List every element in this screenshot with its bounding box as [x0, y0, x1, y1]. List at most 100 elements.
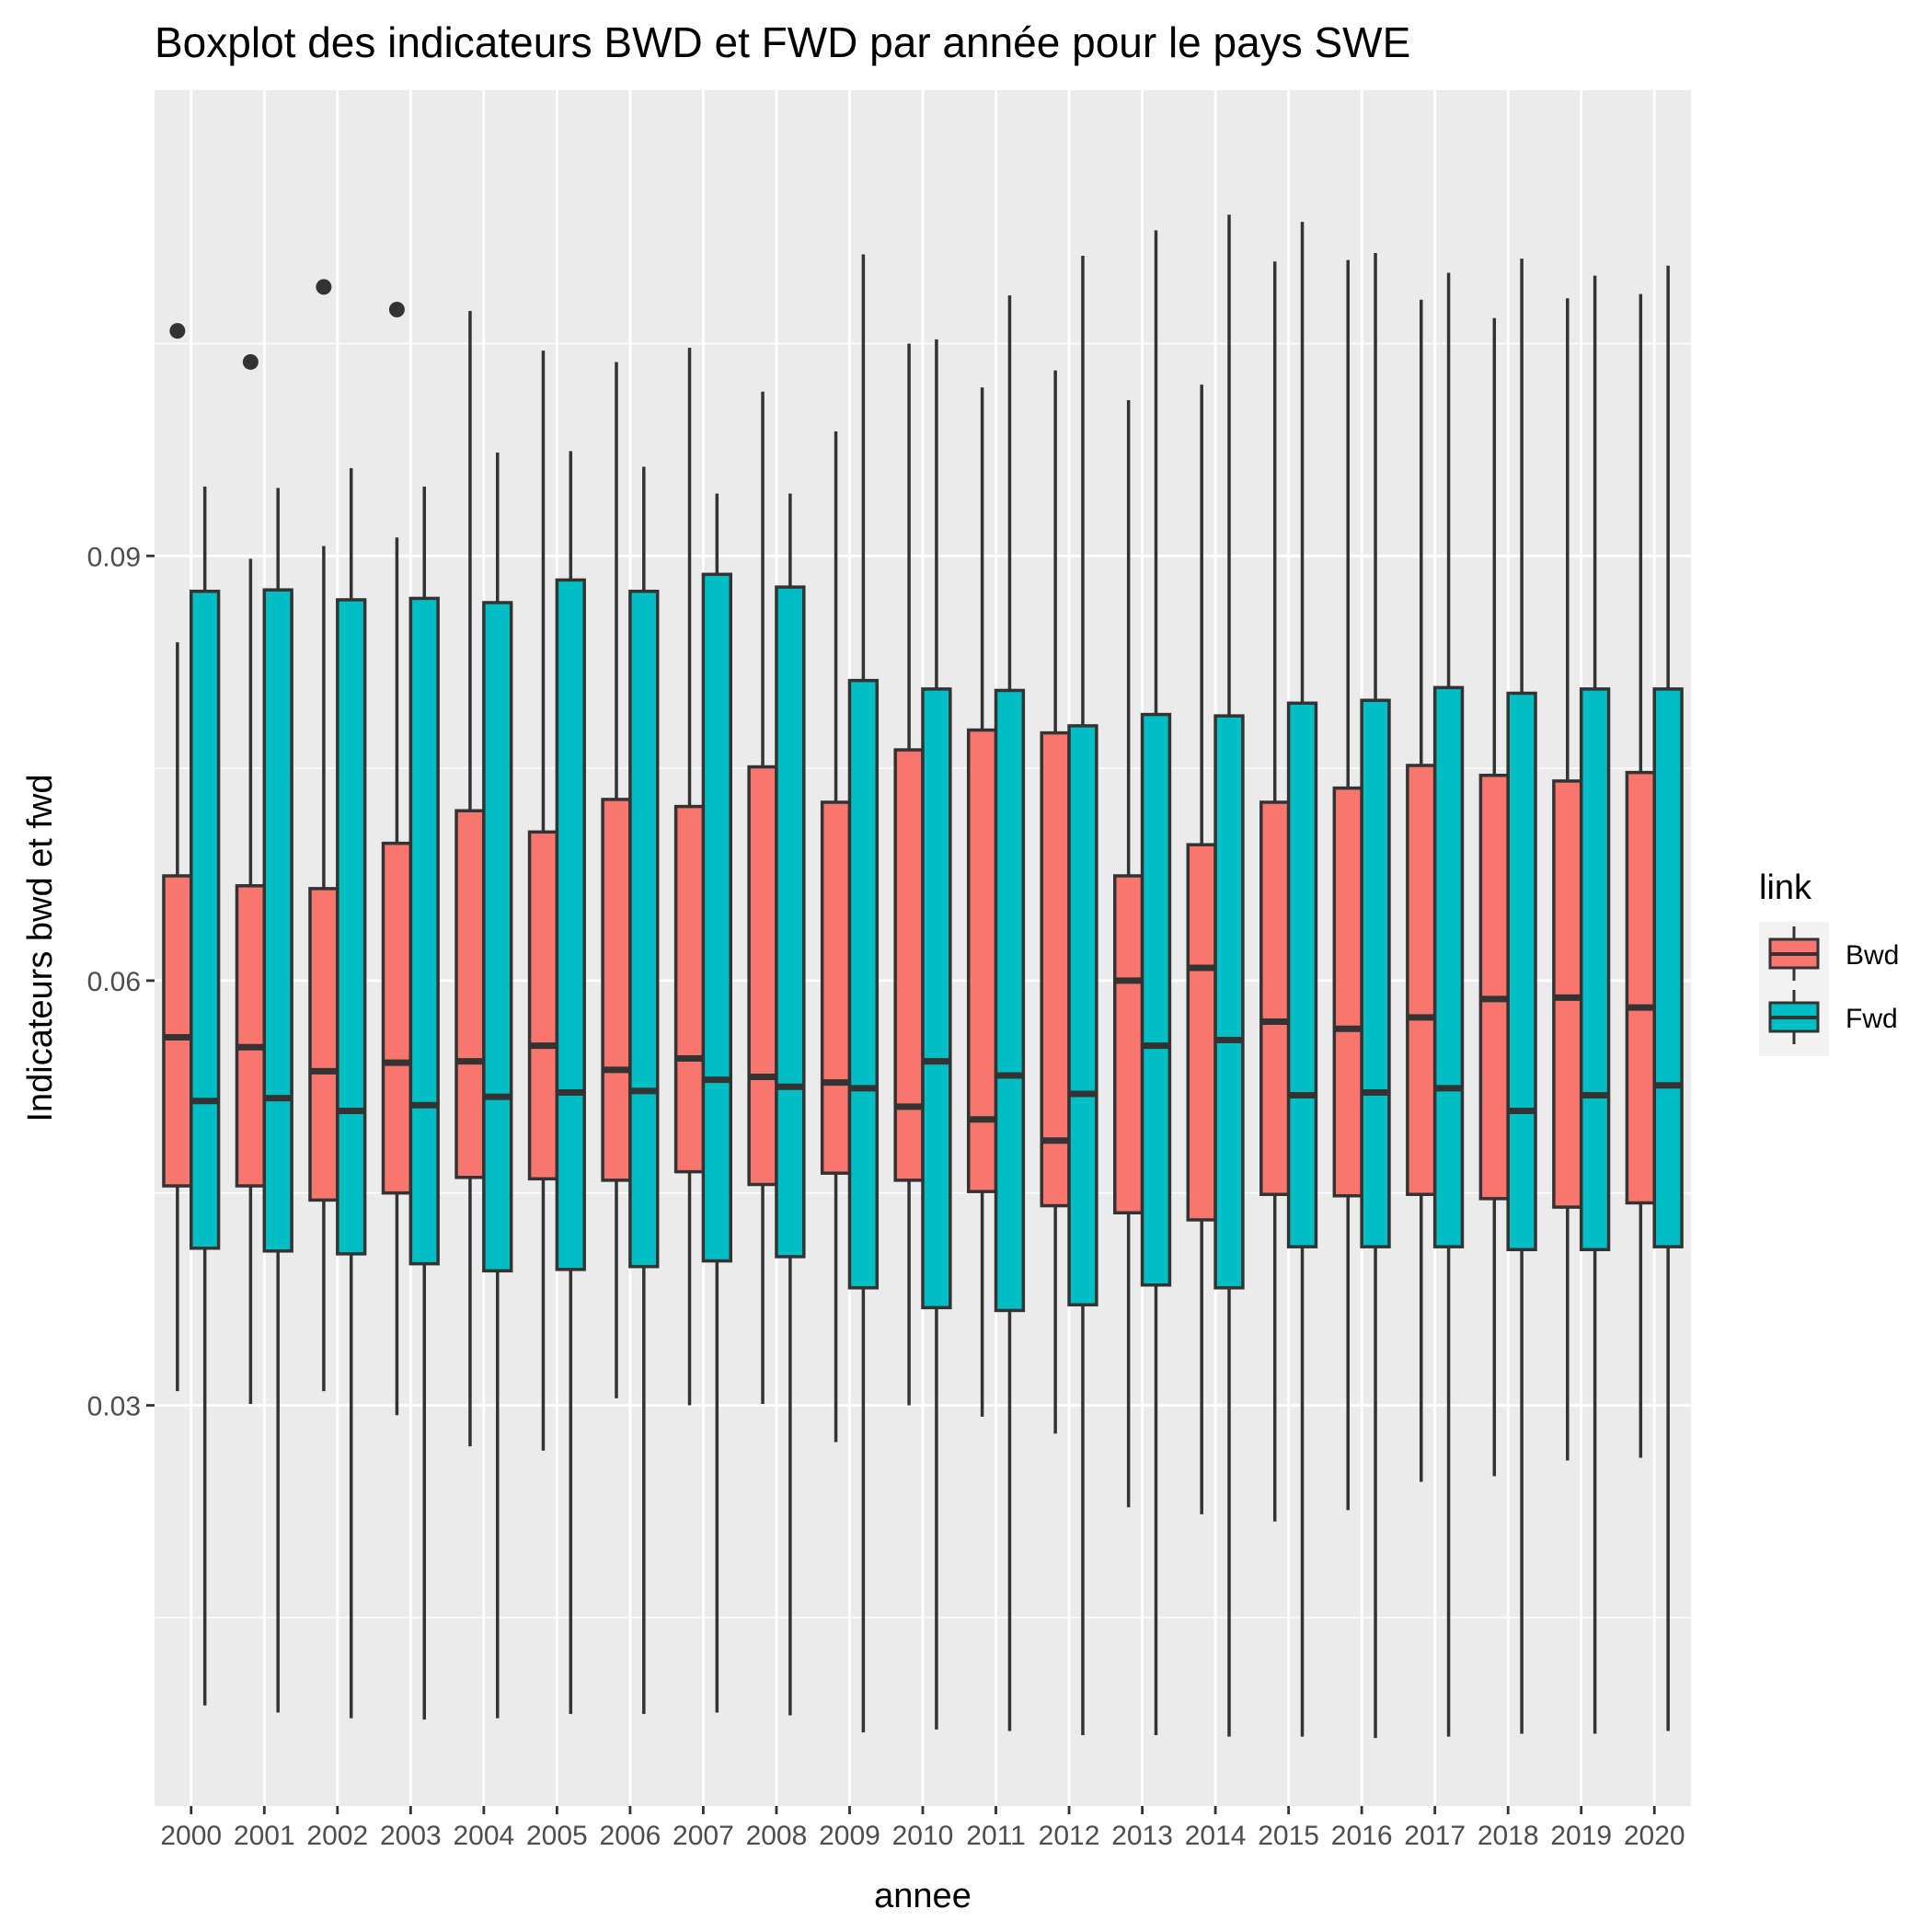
x-tick-label: 2018	[1478, 1821, 1539, 1851]
box-body	[190, 589, 221, 1250]
box-body	[966, 728, 998, 1193]
y-axis: 0.03 0.06 0.09	[87, 542, 155, 1422]
outlier-point	[316, 279, 332, 295]
box-fwd-2002	[336, 467, 367, 1719]
box-body	[1259, 800, 1291, 1196]
box-body	[1332, 786, 1363, 1198]
box-fwd-2013	[1140, 230, 1172, 1736]
box-body	[1067, 724, 1098, 1307]
legend-key-bwd: Bwd	[1768, 926, 1899, 981]
x-tick-label: 2012	[1039, 1821, 1100, 1851]
box-body	[1406, 764, 1437, 1196]
box-fwd-2014	[1213, 214, 1245, 1737]
x-tick-label: 2000	[160, 1821, 222, 1851]
box-body	[1652, 687, 1684, 1248]
series-bwd	[162, 259, 1656, 1522]
box-body	[747, 765, 778, 1187]
box-body	[1625, 770, 1656, 1205]
legend: link Bwd Fwd	[1759, 868, 1899, 1056]
x-axis: 2000 2001 2002 2003 2004 2005 2006 2007 2008 2009…	[160, 1806, 1685, 1851]
box-bwd-2019	[1552, 298, 1583, 1461]
x-tick-label: 2005	[526, 1821, 588, 1851]
box-body	[408, 596, 440, 1266]
box-body	[994, 688, 1026, 1313]
box-body	[1478, 774, 1510, 1201]
box-body	[1113, 874, 1144, 1215]
box-body	[775, 585, 806, 1259]
x-tick-label: 2019	[1550, 1821, 1612, 1851]
box-bwd-2007	[673, 348, 706, 1406]
box-fwd-2020	[1652, 265, 1684, 1731]
x-tick-label: 2008	[746, 1821, 808, 1851]
box-fwd-2000	[190, 486, 221, 1706]
box-fwd-2017	[1432, 272, 1465, 1737]
y-tick-label: 0.06	[87, 967, 141, 997]
box-body	[601, 798, 632, 1182]
box-body	[381, 841, 413, 1195]
box-body	[701, 572, 733, 1263]
box-bwd-2006	[601, 362, 632, 1398]
legend-key-fwd: Fwd	[1768, 990, 1898, 1044]
y-tick-label: 0.03	[87, 1392, 141, 1422]
outlier-point	[242, 353, 259, 370]
legend-label: Bwd	[1846, 940, 1899, 971]
box-bwd-2003	[381, 302, 413, 1416]
box-fwd-2004	[482, 452, 513, 1719]
box-bwd-2009	[820, 431, 852, 1443]
outlier-point	[388, 302, 405, 318]
box-body	[454, 809, 486, 1179]
box-body	[1552, 779, 1583, 1209]
box-body	[1286, 701, 1318, 1248]
box-body	[482, 601, 513, 1273]
box-bwd-2016	[1332, 259, 1363, 1511]
box-body	[308, 887, 339, 1202]
chart-title: Boxplot des indicateurs BWD et FWD par a…	[155, 18, 1410, 66]
x-tick-label: 2001	[234, 1821, 295, 1851]
box-fwd-2001	[262, 488, 293, 1713]
box-fwd-2011	[994, 295, 1026, 1731]
box-body	[921, 687, 952, 1310]
box-fwd-2003	[408, 486, 440, 1720]
x-tick-label: 2011	[966, 1821, 1026, 1851]
box-bwd-2014	[1186, 385, 1217, 1515]
x-tick-label: 2016	[1331, 1821, 1393, 1851]
box-body	[555, 578, 586, 1271]
box-bwd-2012	[1040, 370, 1071, 1434]
box-fwd-2006	[628, 466, 660, 1714]
box-series	[162, 214, 1684, 1739]
x-tick-label: 2009	[819, 1821, 880, 1851]
x-tick-label: 2007	[673, 1821, 734, 1851]
box-bwd-2010	[893, 343, 925, 1406]
box-fwd-2008	[775, 493, 806, 1716]
box-body	[1506, 691, 1537, 1252]
x-tick-label: 2006	[600, 1821, 661, 1851]
x-axis-label: annee	[874, 1877, 972, 1915]
box-body	[162, 874, 193, 1188]
x-tick-label: 2020	[1624, 1821, 1685, 1851]
legend-title: link	[1759, 868, 1812, 907]
legend-label: Fwd	[1846, 1004, 1898, 1034]
box-bwd-2011	[966, 387, 998, 1417]
box-fwd-2005	[555, 451, 586, 1714]
box-body	[628, 589, 660, 1269]
box-fwd-2012	[1067, 256, 1098, 1736]
box-bwd-2008	[747, 391, 778, 1404]
x-tick-label: 2002	[306, 1821, 368, 1851]
box-body	[1040, 730, 1071, 1208]
x-tick-label: 2003	[380, 1821, 442, 1851]
y-axis-label: Indicateurs bwd et fwd	[21, 774, 60, 1121]
box-body	[893, 748, 925, 1182]
x-tick-label: 2010	[892, 1821, 954, 1851]
box-body	[820, 800, 852, 1175]
box-fwd-2007	[701, 493, 733, 1713]
x-tick-label: 2004	[453, 1821, 514, 1851]
box-body	[1579, 687, 1611, 1252]
box-body	[847, 678, 880, 1290]
y-tick-label: 0.09	[87, 542, 141, 572]
x-tick-label: 2013	[1111, 1821, 1173, 1851]
legend-keys: Bwd Fwd	[1759, 922, 1899, 1056]
x-tick-label: 2015	[1258, 1821, 1319, 1851]
box-fwd-2015	[1286, 222, 1318, 1737]
box-body	[1360, 698, 1391, 1248]
